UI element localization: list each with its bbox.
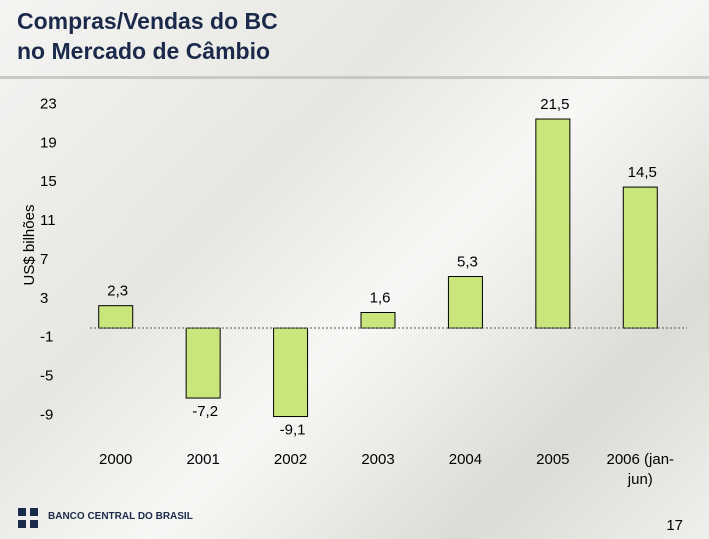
y-tick-label: 19 bbox=[40, 134, 57, 151]
x-tick-label: 2005 bbox=[536, 451, 570, 468]
x-tick-label: 2001 bbox=[186, 451, 220, 468]
bar bbox=[185, 327, 221, 399]
x-tick-label: 2004 bbox=[448, 451, 483, 468]
bar bbox=[447, 276, 483, 329]
page-number: 17 bbox=[666, 517, 683, 534]
y-tick-label: 15 bbox=[40, 173, 57, 190]
title-rule bbox=[0, 76, 709, 79]
bar bbox=[535, 118, 571, 329]
value-label: 14,5 bbox=[628, 164, 657, 181]
title-line: no Mercado de Câmbio bbox=[17, 38, 271, 64]
x-tick-label: 2006 (jan-jun) bbox=[606, 451, 675, 488]
y-tick-label: -1 bbox=[40, 329, 53, 346]
x-tick-label: 2003 bbox=[361, 451, 395, 468]
y-tick-label: -9 bbox=[40, 407, 53, 424]
y-tick-label: 23 bbox=[40, 95, 57, 112]
bar bbox=[273, 327, 309, 418]
bar bbox=[622, 186, 658, 329]
value-label: -7,2 bbox=[192, 403, 218, 420]
logo-icon bbox=[18, 508, 38, 528]
bar bbox=[360, 312, 396, 329]
bar bbox=[98, 305, 134, 329]
value-label: 1,6 bbox=[370, 289, 391, 306]
y-tick-label: 7 bbox=[40, 251, 48, 268]
y-tick-label: 11 bbox=[40, 212, 56, 229]
y-tick-label: 3 bbox=[40, 290, 48, 307]
value-label: 21,5 bbox=[540, 96, 569, 113]
title: Compras/Vendas do BC no Mercado de Câmbi… bbox=[17, 6, 278, 66]
x-tick-label: 2002 bbox=[273, 451, 308, 468]
value-label: 2,3 bbox=[107, 283, 128, 300]
y-axis-label: US$ bilhões bbox=[21, 205, 38, 286]
value-label: -9,1 bbox=[280, 421, 306, 438]
logo-text: BANCO CENTRAL DO BRASIL bbox=[48, 511, 193, 522]
value-label: 5,3 bbox=[457, 253, 478, 270]
title-line: Compras/Vendas do BC bbox=[17, 8, 278, 34]
x-tick-label: 2000 bbox=[99, 451, 133, 468]
y-tick-label: -5 bbox=[40, 368, 53, 385]
